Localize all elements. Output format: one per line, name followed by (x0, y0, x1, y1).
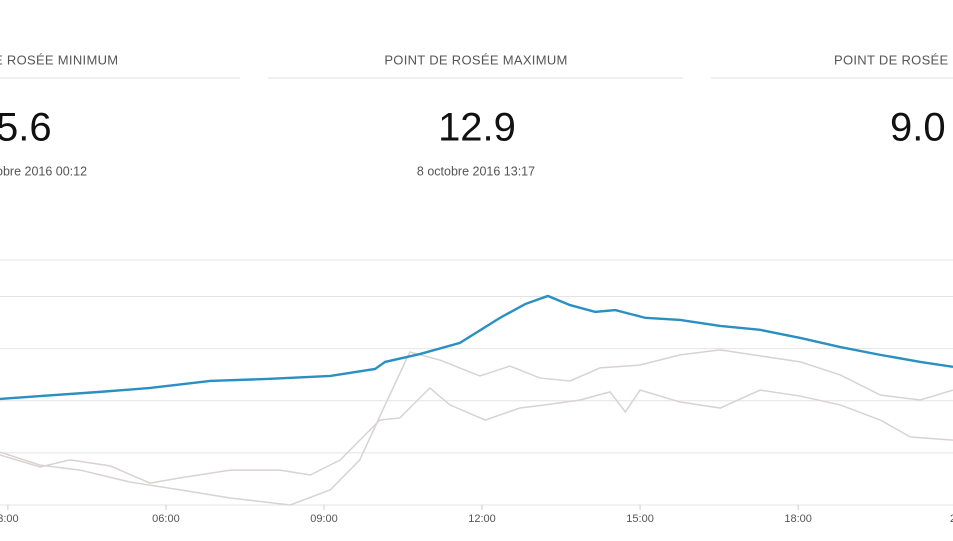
stat-title: E ROSÉE MINIMUM (0, 52, 118, 67)
stat-title: POINT DE ROSÉE I (834, 52, 953, 67)
stat-title: POINT DE ROSÉE MAXIMUM (384, 52, 567, 67)
stat-value: 9.0 (890, 106, 946, 150)
stat-date: obre 2016 00:12 (0, 164, 87, 178)
x-tick-label: 06:00 (152, 513, 180, 525)
x-tick-label: 12:00 (468, 513, 496, 525)
line (0, 294, 953, 401)
x-tick-label: 3:00 (0, 513, 19, 525)
line (0, 349, 953, 506)
x-tick-label: 09:00 (310, 513, 338, 525)
x-tick-label: 21 (950, 513, 953, 525)
stat-value: 5.6 (0, 106, 52, 150)
x-tick-label: 18:00 (784, 513, 812, 525)
stat-date: 8 octobre 2016 13:17 (417, 164, 535, 178)
x-tick-label: 15:00 (626, 513, 654, 525)
stat-value: 12.9 (438, 106, 516, 150)
line (0, 386, 953, 484)
